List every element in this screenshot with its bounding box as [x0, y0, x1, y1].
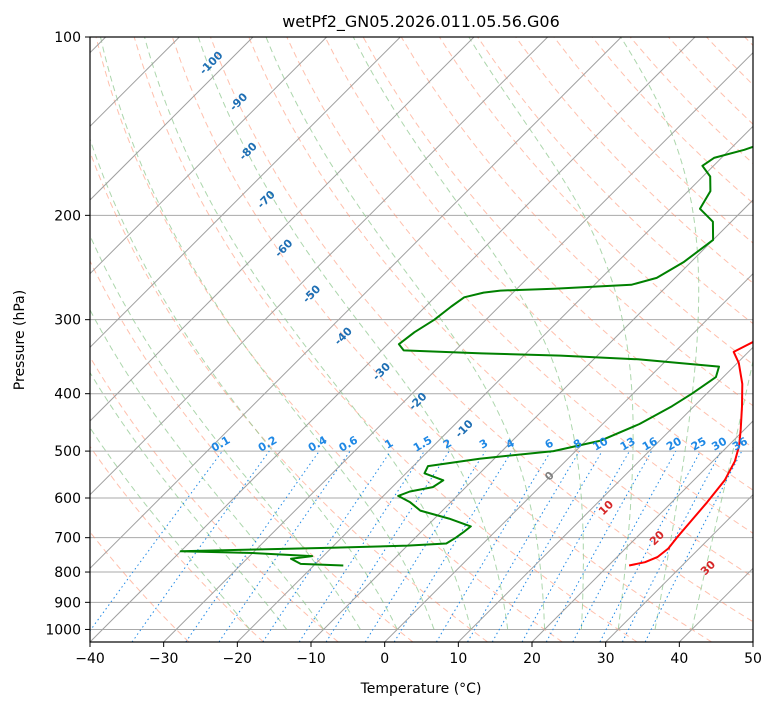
isotherm-line	[90, 37, 696, 642]
dry-adiabat-line	[95, 37, 563, 642]
moist-adiabat-line	[197, 37, 509, 630]
dry-adiabat-line	[90, 445, 264, 642]
axes: −40 −30 −20 −10 0 10 20 30 40 50 100 200 300 400 500 60…	[45, 30, 762, 667]
y-tick-label: 500	[54, 444, 81, 460]
y-tick-label: 600	[54, 491, 81, 507]
moist-adiabat-line	[90, 308, 324, 630]
moist-adiabat-line	[90, 234, 361, 630]
x-tick-label: 0	[380, 651, 389, 667]
isotherm-line	[90, 37, 549, 496]
y-tick-label: 900	[54, 595, 81, 611]
dry-adiabat-line	[286, 37, 753, 534]
y-tick-label: 300	[54, 313, 81, 329]
moist-adiabat-line	[90, 137, 398, 630]
skewed-isotherms	[90, 37, 753, 642]
mixing-ratio-line	[572, 450, 677, 642]
y-axis-label: Pressure (hPa)	[12, 290, 28, 390]
x-tick-label: 50	[744, 651, 762, 667]
isotherm-line	[384, 272, 753, 642]
moist-adiabat-line	[90, 371, 288, 630]
isotherm-line	[236, 125, 753, 642]
mixing-ratio-line	[185, 450, 320, 642]
isotherm-line	[310, 199, 753, 642]
isotherm-line	[90, 37, 622, 570]
dry-adiabat-line	[324, 37, 753, 491]
mixing-ratio-line	[218, 450, 351, 642]
temperature-trace	[628, 340, 753, 567]
x-tick-label: −40	[75, 651, 105, 667]
isotherm-line	[531, 420, 753, 642]
isotherm-line	[163, 51, 753, 642]
plot-frame	[89, 36, 754, 643]
mixing-ratio-line	[262, 450, 392, 642]
moist-adiabats	[90, 37, 753, 630]
y-tick-label: 1000	[45, 622, 81, 638]
plot-area-background	[90, 37, 753, 642]
chart-title: wetPf2_GN05.2026.011.05.56.G06	[282, 12, 560, 32]
y-tick-label: 100	[54, 30, 81, 46]
mixing-ratio-line	[435, 450, 552, 642]
x-axis-label: Temperature (°C)	[360, 681, 482, 697]
mixing-ratio-line	[364, 450, 486, 642]
moist-adiabat-line	[265, 37, 546, 630]
moist-adiabat-line	[100, 37, 435, 630]
x-tick-label: −10	[296, 651, 326, 667]
x-tick-label: 20	[523, 651, 541, 667]
y-tick-label: 400	[54, 387, 81, 403]
dry-adiabat-line	[515, 37, 753, 284]
dewpoint-trace	[179, 145, 753, 567]
mixing-ratio-lines	[90, 450, 743, 642]
isotherm-line	[90, 37, 475, 422]
isotherm-line	[90, 37, 254, 201]
moist-adiabat-line	[691, 358, 753, 630]
x-tick-label: 40	[670, 651, 688, 667]
mixing-ratio-line	[298, 450, 425, 642]
mixing-ratio-line	[325, 450, 450, 642]
y-tick-label: 200	[54, 208, 81, 224]
dry-adiabat-line	[90, 259, 414, 642]
sounding-traces	[179, 145, 753, 567]
x-tick-label: 30	[597, 651, 615, 667]
moist-adiabat-line	[144, 37, 472, 630]
x-tick-label: −30	[149, 651, 179, 667]
pressure-grid	[90, 37, 753, 630]
y-tick-label: 800	[54, 565, 81, 581]
moist-adiabat-line	[90, 426, 251, 630]
mixing-ratio-line	[599, 450, 701, 642]
isotherm-line	[90, 37, 328, 275]
dry-adiabat-line	[210, 37, 753, 623]
x-tick-label: −20	[223, 651, 253, 667]
moist-adiabat-line	[352, 37, 584, 630]
x-tick-label: 10	[449, 651, 467, 667]
isotherm-line	[457, 346, 753, 642]
isotherm-line	[90, 37, 401, 349]
dry-adiabat-line	[171, 37, 712, 642]
dry-adiabat-line	[248, 37, 753, 578]
isotherm-line	[605, 493, 753, 642]
moist-adiabat-line	[620, 37, 700, 630]
mixing-ratio-line	[467, 450, 580, 642]
moist-adiabat-line	[468, 37, 634, 630]
y-tick-label: 700	[54, 531, 81, 547]
